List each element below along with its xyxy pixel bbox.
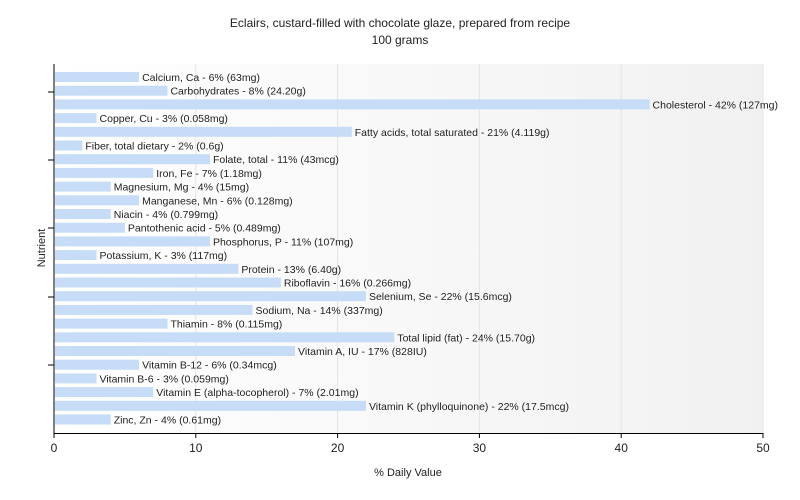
bar [55,359,140,370]
bar [55,222,125,233]
chart-title: Eclairs, custard-filled with chocolate g… [230,16,570,30]
x-tick-label: 50 [756,441,770,455]
bar [55,263,239,274]
x-tick-label: 10 [189,441,203,455]
bar-label: Folate, total - 11% (43mcg) [213,154,339,166]
x-tick-label: 40 [615,441,629,455]
x-tick-label: 0 [51,441,58,455]
bar [55,400,366,411]
bar [55,72,140,82]
bar [55,195,140,206]
x-tick-label: 20 [331,441,345,455]
bar-label: Cholesterol - 42% (127mg) [653,99,778,111]
bar [55,99,650,110]
bar [55,373,97,384]
bar-label: Riboflavin - 16% (0.266mg) [284,278,411,290]
bar-label: Copper, Cu - 3% (0.058mg) [100,113,228,125]
bar-label: Vitamin B-6 - 3% (0.059mg) [100,373,229,385]
x-axis-label: % Daily Value [374,467,442,479]
bar-label: Fatty acids, total saturated - 21% (4.11… [355,127,550,139]
bar [55,167,154,178]
plot-area [54,64,763,433]
bar-label: Selenium, Se - 22% (15.6mcg) [369,291,512,303]
x-tick-label: 30 [473,441,487,455]
bar-label: Zinc, Zn - 4% (0.61mg) [114,415,221,427]
y-axis-label: Nutrient [36,229,48,268]
chart-subtitle: 100 grams [372,33,429,47]
bar-label: Iron, Fe - 7% (1.18mg) [156,168,262,180]
grid-lines [195,64,764,433]
bar-label: Manganese, Mn - 6% (0.128mg) [142,195,293,207]
bar [55,236,210,247]
bar-label: Potassium, K - 3% (117mg) [100,250,228,262]
axes [48,64,763,434]
bar [55,113,97,124]
bar [55,387,154,398]
bar-label: Phosphorus, P - 11% (107mg) [213,236,353,248]
bar [55,154,210,165]
bar [55,346,296,356]
bar [55,209,111,219]
bar-label: Carbohydrates - 8% (24.20g) [170,86,305,98]
bar-label: Total lipid (fat) - 24% (15.70g) [397,332,535,344]
bar [55,250,97,261]
bar [55,318,168,329]
bar [55,304,253,315]
bar-label: Niacin - 4% (0.799mg) [114,209,218,221]
bar-label: Protein - 13% (6.40g) [241,264,341,276]
bar-label: Fiber, total dietary - 2% (0.6g) [85,141,223,153]
bar [55,85,168,96]
bar [55,414,111,425]
bar [55,126,352,137]
bar-label: Magnesium, Mg - 4% (15mg) [114,182,249,194]
bar-label: Sodium, Na - 14% (337mg) [256,305,383,317]
bar [55,332,395,343]
bar-label: Vitamin E (alpha-tocopherol) - 7% (2.01m… [156,387,358,399]
bar [55,181,111,192]
bar-label: Calcium, Ca - 6% (63mg) [142,72,260,84]
bar-label: Pantothenic acid - 5% (0.489mg) [128,223,281,235]
bar [55,140,83,151]
x-axis-ticks: 0 10 20 30 40 50 [51,433,770,455]
bar [55,277,281,288]
bars: Calcium, Ca - 6% (63mg) Carbohydrates - 8… [55,72,778,427]
bar-label: Thiamin - 8% (0.115mg) [170,319,282,331]
bar-label: Vitamin A, IU - 17% (828IU) [298,346,427,358]
bar-label: Vitamin K (phylloquinone) - 22% (17.5mcg… [369,401,569,413]
bar-label: Vitamin B-12 - 6% (0.34mcg) [142,360,277,372]
bar [55,291,366,302]
